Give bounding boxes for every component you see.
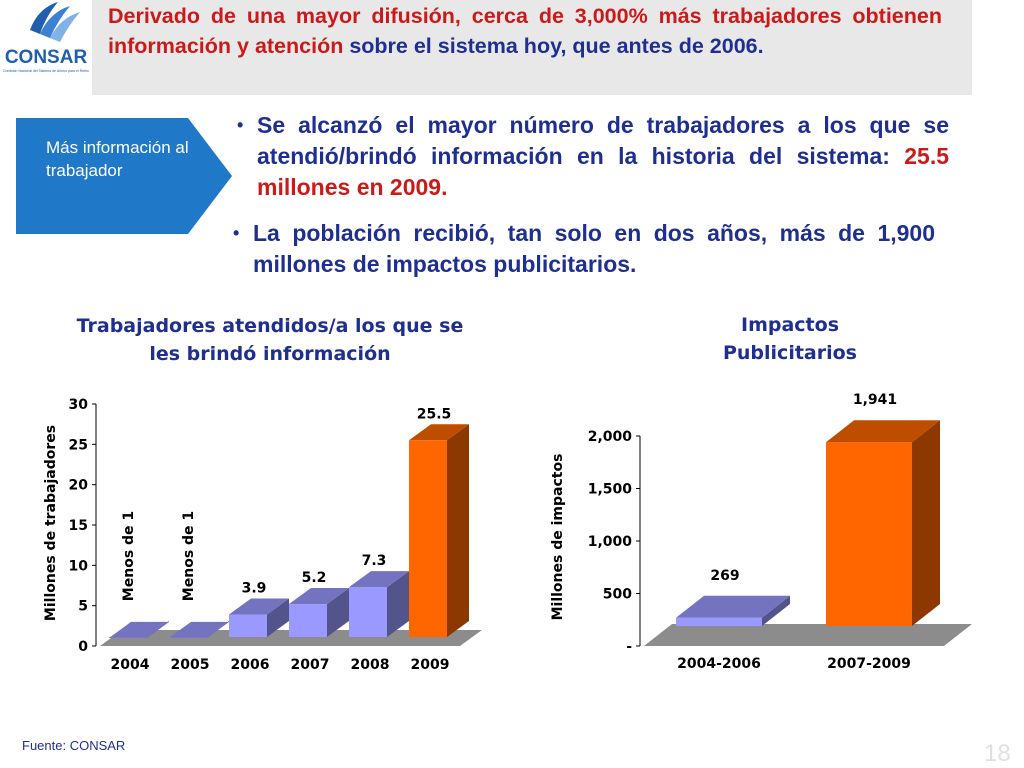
data-label: 5.2 (302, 570, 327, 586)
chart-floor (644, 624, 972, 646)
bullet-dot-icon: • (237, 115, 244, 135)
chart-title-impactos: Impactos Publicitarios (722, 314, 857, 364)
data-label: 3.9 (242, 581, 267, 597)
bar-top (229, 598, 289, 615)
x-tick-label: 2009 (411, 657, 450, 673)
page-number: 18 (984, 740, 1011, 767)
x-tick-label: 2004-2006 (677, 656, 761, 672)
bar-front (229, 614, 267, 637)
bullet-item: • Se alcanzó el mayor número de trabajad… (237, 110, 949, 203)
bar-top (109, 621, 169, 638)
y-tick-label: 5 (78, 599, 88, 615)
bar-front (676, 617, 762, 626)
x-tick-label: 2006 (231, 657, 270, 673)
bar-top (349, 571, 409, 588)
source-note: Fuente: CONSAR (22, 738, 126, 753)
data-label: Menos de 1 (121, 511, 137, 601)
data-label: 269 (710, 568, 739, 584)
bar-front (409, 440, 447, 637)
bar-front (349, 587, 387, 637)
y-tick-label: 30 (69, 397, 89, 413)
bullet-text: Se alcanzó el mayor número de trabajador… (257, 112, 949, 169)
bullet-item: • La población recibió, tan solo en dos … (233, 218, 935, 280)
data-label: 7.3 (362, 553, 387, 569)
headline: Derivado de una mayor difusión, cerca de… (108, 2, 942, 61)
consar-logo: CONSAR Comisión Nacional del Sistema de … (3, 2, 89, 73)
side-tag: Más información al trabajador (16, 118, 232, 234)
bar-side (267, 598, 289, 637)
bar-side (912, 420, 940, 626)
x-tick-label: 2007 (291, 657, 330, 673)
y-tick-label: 20 (69, 478, 89, 494)
data-label: 25.5 (417, 406, 452, 422)
y-axis-title: Millones de trabajadores (43, 425, 59, 621)
bar-top (826, 420, 940, 443)
bullet-dot-icon: • (233, 223, 240, 243)
y-tick-label: - (626, 639, 632, 655)
y-tick-label: 2,000 (588, 429, 633, 445)
y-tick-label: 0 (78, 639, 88, 655)
bar-side (447, 424, 469, 637)
bar-top (409, 424, 469, 441)
bullet-text: La población recibió, tan solo en dos añ… (253, 220, 935, 277)
bar-top (289, 588, 349, 605)
bar-top (169, 621, 229, 638)
data-label: Menos de 1 (181, 511, 197, 601)
header-banner: Derivado de una mayor difusión, cerca de… (92, 0, 972, 95)
bar-top (676, 595, 790, 618)
bullet-highlight: 25.5 millones en 2009. (257, 143, 949, 200)
bar-front (826, 442, 912, 626)
y-tick-label: 1,500 (588, 482, 633, 498)
bar-front (289, 604, 327, 637)
headline-red: Derivado de una mayor difusión, cerca de… (108, 4, 942, 58)
x-tick-label: 2004 (111, 657, 150, 673)
chart-title-trabajadores: Trabajadores atendidos/a los que se les … (76, 315, 464, 365)
x-tick-label: 2007-2009 (827, 656, 911, 672)
y-tick-label: 15 (69, 518, 88, 534)
bar-side (762, 595, 790, 626)
side-tag-arrow-shape (16, 118, 232, 234)
bar-side (387, 571, 409, 637)
y-tick-label: 10 (69, 558, 89, 574)
side-tag-label: Más información al trabajador (46, 138, 189, 180)
logo-mark-icon (30, 2, 80, 42)
y-tick-label: 1,000 (588, 534, 633, 550)
logo-wordmark: CONSAR (5, 47, 88, 68)
x-tick-label: 2005 (171, 657, 210, 673)
y-axis-title: Millones de impactos (550, 454, 566, 621)
bar-side (327, 588, 349, 637)
logo-subtext: Comisión Nacional del Sistema de Ahorro … (3, 69, 89, 73)
y-tick-label: 500 (603, 587, 632, 603)
headline-blue: sobre el sistema hoy, que antes de 2006. (343, 33, 764, 58)
x-tick-label: 2008 (351, 657, 390, 673)
y-tick-label: 25 (69, 437, 88, 453)
data-label: 1,941 (853, 392, 897, 408)
